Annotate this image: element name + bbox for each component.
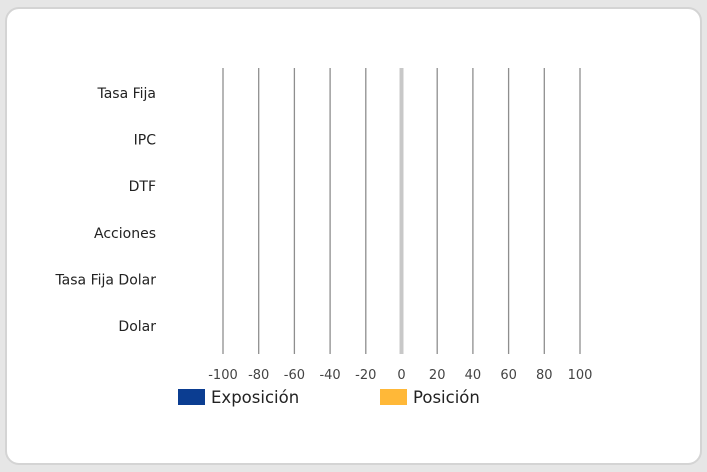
category-labels: Tasa Fija IPC DTF Acciones Tasa Fija Dolar Do… — [54, 86, 156, 335]
x-tick-label: 80 — [536, 368, 553, 383]
legend-swatch — [380, 389, 407, 405]
category-label: Dolar — [118, 319, 156, 335]
legend-label: Exposición — [211, 388, 299, 407]
legend-label: Posición — [413, 388, 480, 407]
category-label: Tasa Fija — [96, 86, 156, 102]
category-label: Tasa Fija Dolar — [54, 272, 156, 288]
category-label: Acciones — [94, 226, 156, 242]
x-tick-label: 0 — [397, 368, 405, 383]
category-label: IPC — [134, 133, 157, 149]
x-tick-label: -100 — [208, 368, 238, 383]
x-tick-label: -20 — [355, 368, 376, 383]
x-tick-label: -60 — [284, 368, 305, 383]
x-tick-label: -80 — [248, 368, 269, 383]
x-tick-label: -40 — [319, 368, 340, 383]
x-tick-label: 100 — [568, 368, 593, 383]
chart-card — [5, 7, 702, 465]
x-tick-label: 20 — [429, 368, 446, 383]
x-tick-label: 40 — [465, 368, 482, 383]
x-tick-labels: -100 -80 -60 -40 -20 0 20 40 60 80 100 — [208, 368, 592, 383]
legend: Exposición Posición — [178, 388, 480, 407]
gridlines — [222, 68, 581, 354]
legend-swatch — [178, 389, 205, 405]
x-tick-label: 60 — [500, 368, 517, 383]
category-label: DTF — [129, 179, 156, 195]
